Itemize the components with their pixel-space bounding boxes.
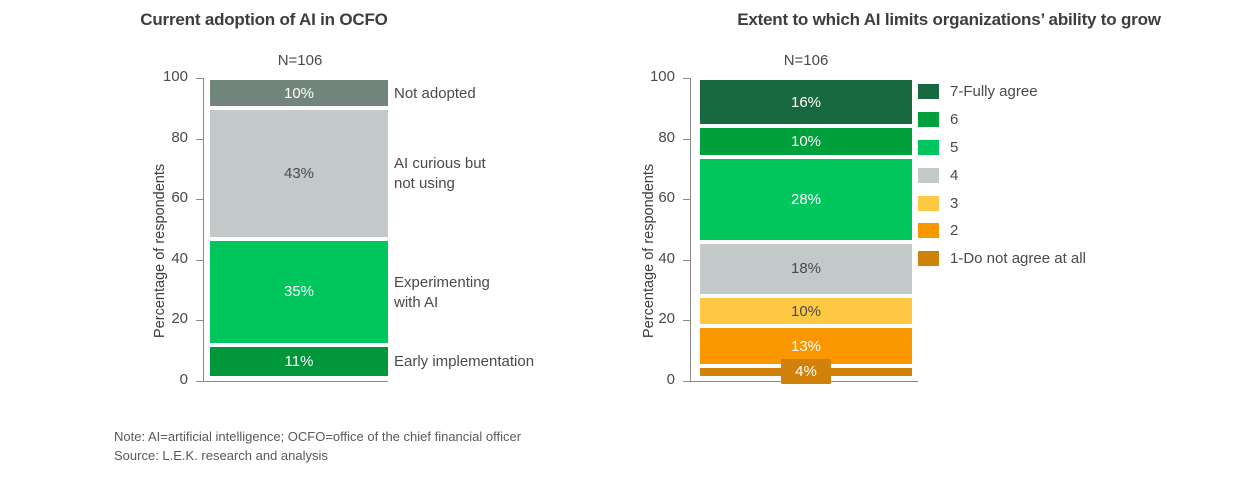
category-label: Not adopted xyxy=(394,85,476,102)
bar-segment-value-label: 11% xyxy=(284,352,314,370)
legend-item[interactable]: 4 xyxy=(918,161,1086,189)
legend-item-label: 4 xyxy=(950,166,959,184)
plot-area-adoption: Percentage of respondents 0 20 40 60 80 100 10%… xyxy=(0,0,620,420)
bar-segment[interactable]: 16% xyxy=(700,78,912,127)
chart-title-limits-growth: Extent to which AI limits organizations’… xyxy=(737,10,1161,29)
y-axis-tick xyxy=(683,78,690,79)
y-axis-tick-label: 20 xyxy=(171,310,188,327)
bar-segment[interactable]: 43% xyxy=(210,108,388,239)
chart-title-adoption: Current adoption of AI in OCFO xyxy=(140,10,388,29)
bar-segment-value-label: 35% xyxy=(283,283,315,301)
legend-item[interactable]: 7-Fully agree xyxy=(918,78,1086,106)
legend-item[interactable]: 5 xyxy=(918,134,1086,162)
bar-segment-value-label: 10% xyxy=(283,84,315,102)
legend-swatch-icon xyxy=(918,223,939,239)
bar-segment-value-label: 18% xyxy=(790,260,822,278)
chart-panel-adoption: Current adoption of AI in OCFO N=106 Per… xyxy=(0,0,620,420)
y-axis-tick xyxy=(683,260,690,261)
bar-segment[interactable]: 11% xyxy=(210,344,388,378)
sample-size-label-adoption: N=106 xyxy=(277,52,323,69)
legend-item-label: 3 xyxy=(950,194,959,212)
y-axis-tick xyxy=(196,381,203,382)
bar-segment-value-label: 10% xyxy=(790,302,822,320)
bar-segment[interactable]: 28% xyxy=(700,156,912,242)
category-label: Early implementation xyxy=(394,353,535,370)
y-axis-tick-label: 40 xyxy=(658,250,675,267)
bar-segment-value-label: 28% xyxy=(790,190,822,208)
legend-swatch-icon xyxy=(918,195,939,211)
y-axis-tick xyxy=(683,199,690,200)
y-axis-tick xyxy=(196,260,203,261)
legend-swatch-icon xyxy=(918,167,939,183)
bar-segment[interactable]: 10% xyxy=(700,126,912,157)
legend-item-label: 6 xyxy=(950,111,959,129)
y-axis-tick-label: 0 xyxy=(666,371,675,388)
legend-swatch-icon xyxy=(918,84,939,100)
footer-notes: Note: AI=artificial intelligence; OCFO=o… xyxy=(114,428,521,466)
y-axis-tick xyxy=(196,78,203,79)
x-axis-line xyxy=(203,381,388,382)
bar-segment[interactable]: 10% xyxy=(210,78,388,109)
legend-item[interactable]: 1-Do not agree at all xyxy=(918,245,1086,273)
y-axis-tick-label: 0 xyxy=(179,371,188,388)
legend-item[interactable]: 2 xyxy=(918,217,1086,245)
y-axis-line xyxy=(690,78,691,382)
category-label: AI curious but not using xyxy=(394,155,486,192)
plot-area-limits-growth: Percentage of respondents 0 20 40 60 80 100 16%… xyxy=(620,0,1242,420)
bar-segment[interactable]: 13% xyxy=(700,326,912,366)
bar-segment-value-label: 16% xyxy=(790,93,822,111)
bar-segment-value-label: 10% xyxy=(790,133,822,151)
bar-segment-value-label: 43% xyxy=(283,164,315,182)
chart-panel-limits-growth: Extent to which AI limits organizations’… xyxy=(620,0,1242,420)
y-axis-line xyxy=(203,78,204,382)
legend-swatch-icon xyxy=(918,251,939,267)
y-axis-tick-label: 80 xyxy=(658,129,675,146)
footnote-note: Note: AI=artificial intelligence; OCFO=o… xyxy=(114,429,522,444)
y-axis-tick xyxy=(683,320,690,321)
legend-swatch-icon xyxy=(918,139,939,155)
legend-item-label: 5 xyxy=(950,138,959,156)
y-axis-tick-label: 100 xyxy=(162,68,188,85)
footnote-source: Source: L.E.K. research and analysis xyxy=(114,447,328,463)
y-axis-tick-label: 20 xyxy=(658,310,675,327)
legend-item-label: 2 xyxy=(950,222,959,240)
stacked-bar: 16% 10% 28% 18% 10% 13% 4% xyxy=(700,78,912,385)
stacked-bar: 10% 43% 35% 11% xyxy=(210,78,388,381)
y-axis-tick-label: 60 xyxy=(171,189,188,206)
y-axis-tick-label: 60 xyxy=(658,189,675,206)
bar-segment[interactable]: 35% xyxy=(210,238,388,345)
y-axis-tick xyxy=(683,139,690,140)
chart-legend: 7-Fully agree 6 5 4 3 2 1-Do not agree at all xyxy=(918,78,1086,273)
y-axis-tick xyxy=(683,381,690,382)
bar-segment-value-label: 4% xyxy=(781,359,831,385)
legend-swatch-icon xyxy=(918,112,939,128)
bar-segment[interactable]: 18% xyxy=(700,241,912,297)
y-axis-tick xyxy=(196,199,203,200)
sample-size-label-limits-growth: N=106 xyxy=(783,52,829,69)
bar-segment[interactable]: 4% xyxy=(700,359,912,385)
bar-segment-value-label: 13% xyxy=(790,337,822,355)
legend-item-label: 7-Fully agree xyxy=(950,83,1038,101)
category-label: Experimenting with AI xyxy=(394,274,490,311)
legend-item[interactable]: 3 xyxy=(918,189,1086,217)
legend-item[interactable]: 6 xyxy=(918,106,1086,134)
y-axis-tick-label: 100 xyxy=(649,68,675,85)
y-axis-tick-label: 80 xyxy=(171,129,188,146)
bar-segment[interactable]: 10% xyxy=(700,296,912,327)
y-axis-tick xyxy=(196,320,203,321)
y-axis-tick-label: 40 xyxy=(171,250,188,267)
legend-item-label: 1-Do not agree at all xyxy=(950,250,1086,268)
y-axis-tick xyxy=(196,139,203,140)
